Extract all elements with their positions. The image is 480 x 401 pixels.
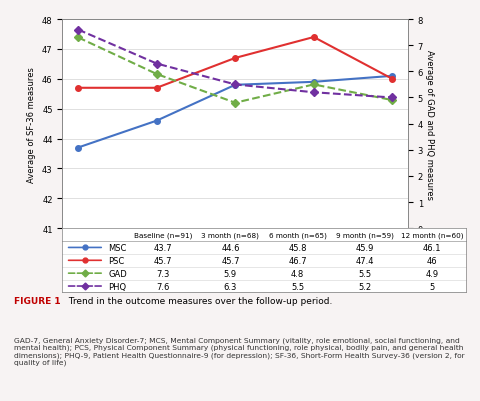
Text: Trend in the outcome measures over the follow-up period.: Trend in the outcome measures over the f… bbox=[66, 297, 333, 306]
Text: 46: 46 bbox=[427, 256, 437, 265]
Text: 45.9: 45.9 bbox=[356, 243, 374, 252]
Text: 6 month (n=65): 6 month (n=65) bbox=[269, 232, 326, 238]
Text: 5.5: 5.5 bbox=[358, 269, 372, 278]
Text: Baseline (n=91): Baseline (n=91) bbox=[134, 232, 192, 238]
Text: 4.8: 4.8 bbox=[291, 269, 304, 278]
Text: 45.8: 45.8 bbox=[288, 243, 307, 252]
Text: 44.6: 44.6 bbox=[221, 243, 240, 252]
Text: GAD-7, General Anxiety Disorder-7; MCS, Mental Component Summary (vitality, role: GAD-7, General Anxiety Disorder-7; MCS, … bbox=[14, 336, 465, 365]
Text: 9 month (n=59): 9 month (n=59) bbox=[336, 232, 394, 238]
Y-axis label: Average of GAD and PHQ measures: Average of GAD and PHQ measures bbox=[425, 49, 434, 199]
Text: 46.1: 46.1 bbox=[423, 243, 441, 252]
Text: 45.7: 45.7 bbox=[221, 256, 240, 265]
Text: 7.6: 7.6 bbox=[156, 282, 170, 291]
Text: 12 month (n=60): 12 month (n=60) bbox=[401, 232, 463, 238]
Text: PSC: PSC bbox=[108, 256, 124, 265]
Y-axis label: Average of SF-36 measures: Average of SF-36 measures bbox=[27, 67, 36, 182]
Text: GAD: GAD bbox=[108, 269, 127, 278]
Text: 5.9: 5.9 bbox=[224, 269, 237, 278]
Text: 46.7: 46.7 bbox=[288, 256, 307, 265]
Text: MSC: MSC bbox=[108, 243, 126, 252]
Text: 4.9: 4.9 bbox=[425, 269, 439, 278]
Text: 6.3: 6.3 bbox=[224, 282, 237, 291]
Text: 47.4: 47.4 bbox=[356, 256, 374, 265]
Text: 5.2: 5.2 bbox=[358, 282, 372, 291]
Text: 5: 5 bbox=[430, 282, 434, 291]
Text: 5.5: 5.5 bbox=[291, 282, 304, 291]
Text: 7.3: 7.3 bbox=[156, 269, 170, 278]
Text: PHQ: PHQ bbox=[108, 282, 126, 291]
Text: 45.7: 45.7 bbox=[154, 256, 172, 265]
Text: 43.7: 43.7 bbox=[154, 243, 172, 252]
Text: FIGURE 1: FIGURE 1 bbox=[14, 297, 61, 306]
Text: 3 month (n=68): 3 month (n=68) bbox=[202, 232, 259, 238]
